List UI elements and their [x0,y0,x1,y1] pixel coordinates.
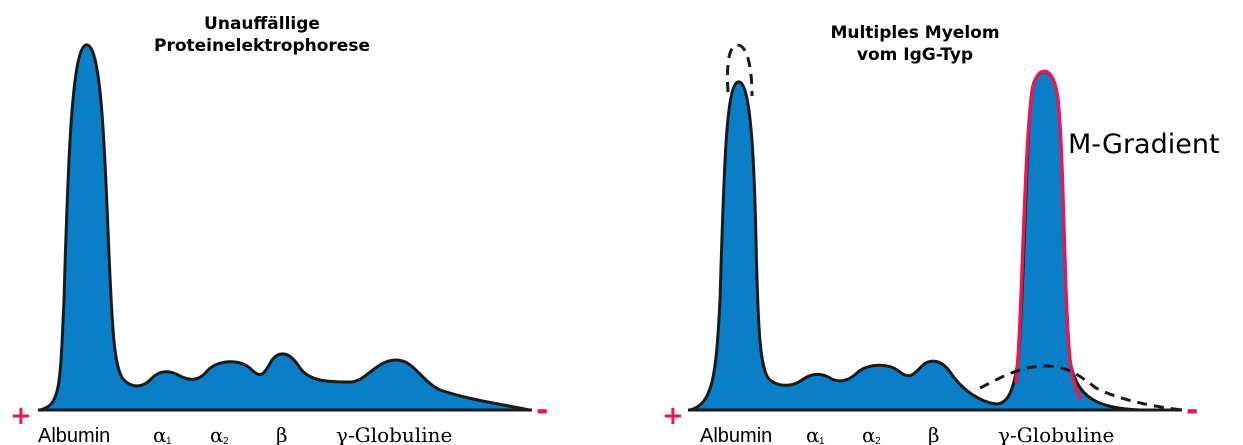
left-label-albumin: Albumin [38,425,110,445]
right-title-line2: vom IgG-Typ [857,45,973,65]
right-label-gamma: γ-Globuline [998,423,1114,445]
m-gradient-label: M-Gradient [1068,129,1220,160]
right-label-alpha1: α [806,423,820,445]
left-label-alpha1-sub: 1 [166,436,172,445]
left-plus-sign: + [10,401,32,431]
m-gradient-outline [1014,69,1082,400]
right-label-beta: β [928,423,940,445]
right-label-alpha1-sub: 1 [819,436,825,445]
right-plus-sign: + [662,401,684,431]
left-curve-normal [38,43,532,412]
right-minus-sign: - [1186,393,1198,428]
dashed-albumin-reference [726,43,754,97]
right-panel: Multiples Myelom vom IgG-Typ M-Gradient … [662,23,1220,445]
left-label-alpha1: α [153,423,167,445]
left-label-alpha2-sub: 2 [223,436,229,445]
left-label-beta: β [276,423,288,445]
left-label-alpha2: α [210,423,224,445]
right-label-albumin: Albumin [700,425,772,445]
left-panel: Unauffällige Proteinelektrophorese + - A… [10,14,548,445]
right-curve-myeloma [688,70,1182,412]
dashed-gamma-reference [979,364,1183,412]
right-title-line1: Multiples Myelom [830,23,999,43]
left-title-line2: Proteinelektrophorese [154,36,370,56]
left-minus-sign: - [536,393,548,428]
left-title-line1: Unauffällige [204,14,320,34]
left-label-gamma: γ-Globuline [336,423,452,445]
right-label-alpha2: α [862,423,876,445]
right-label-alpha2-sub: 2 [875,436,881,445]
